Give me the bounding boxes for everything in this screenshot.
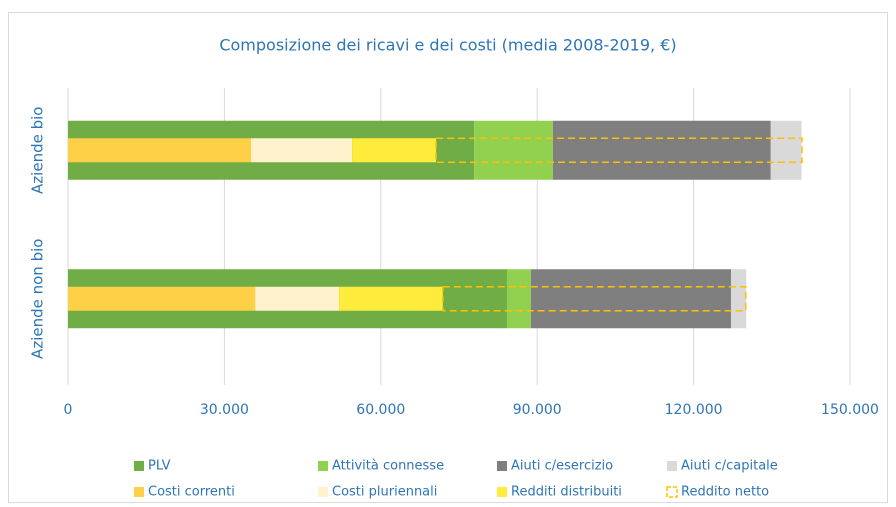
bar [770,120,802,180]
legend-label: Aiuti c/esercizio [511,459,613,474]
y-tick-label: Aziende non bio [29,239,47,359]
legend-label: PLV [148,459,171,474]
legend-marker [134,487,144,497]
bar [250,138,353,163]
x-tick-label: 90.000 [513,402,562,418]
legend-marker [134,461,144,471]
bar [339,286,443,311]
bar [474,120,553,180]
bar [68,286,256,311]
bar [442,286,747,312]
bar [506,269,531,329]
bar [255,286,340,311]
bar [352,138,437,163]
bar [435,137,803,163]
chart-border [8,12,888,503]
legend-label: Aiuti c/capitale [681,459,778,474]
legend-label: Costi correnti [148,485,235,500]
bar [68,138,251,163]
x-tick-label: 30.000 [200,402,249,418]
legend-marker [318,487,328,497]
legend-label: Attività connesse [332,459,444,474]
chart-title: Composizione dei ricavi e dei costi (med… [219,36,676,55]
x-tick-label: 60.000 [356,402,405,418]
legend-label: Reddito netto [681,485,769,500]
legend-marker [666,486,678,498]
x-tick-label: 120.000 [665,402,723,418]
legend-label: Redditi distribuiti [511,485,622,500]
y-tick-label: Aziende bio [29,107,47,194]
legend-marker [497,461,507,471]
legend-marker [497,487,507,497]
bar [530,269,732,329]
legend-label: Costi pluriennali [332,485,437,500]
legend-marker [667,461,677,471]
bar [552,120,771,180]
bar [731,269,747,329]
x-tick-label: 150.000 [821,402,879,418]
legend-marker [318,461,328,471]
x-tick-label: 0 [64,402,73,418]
